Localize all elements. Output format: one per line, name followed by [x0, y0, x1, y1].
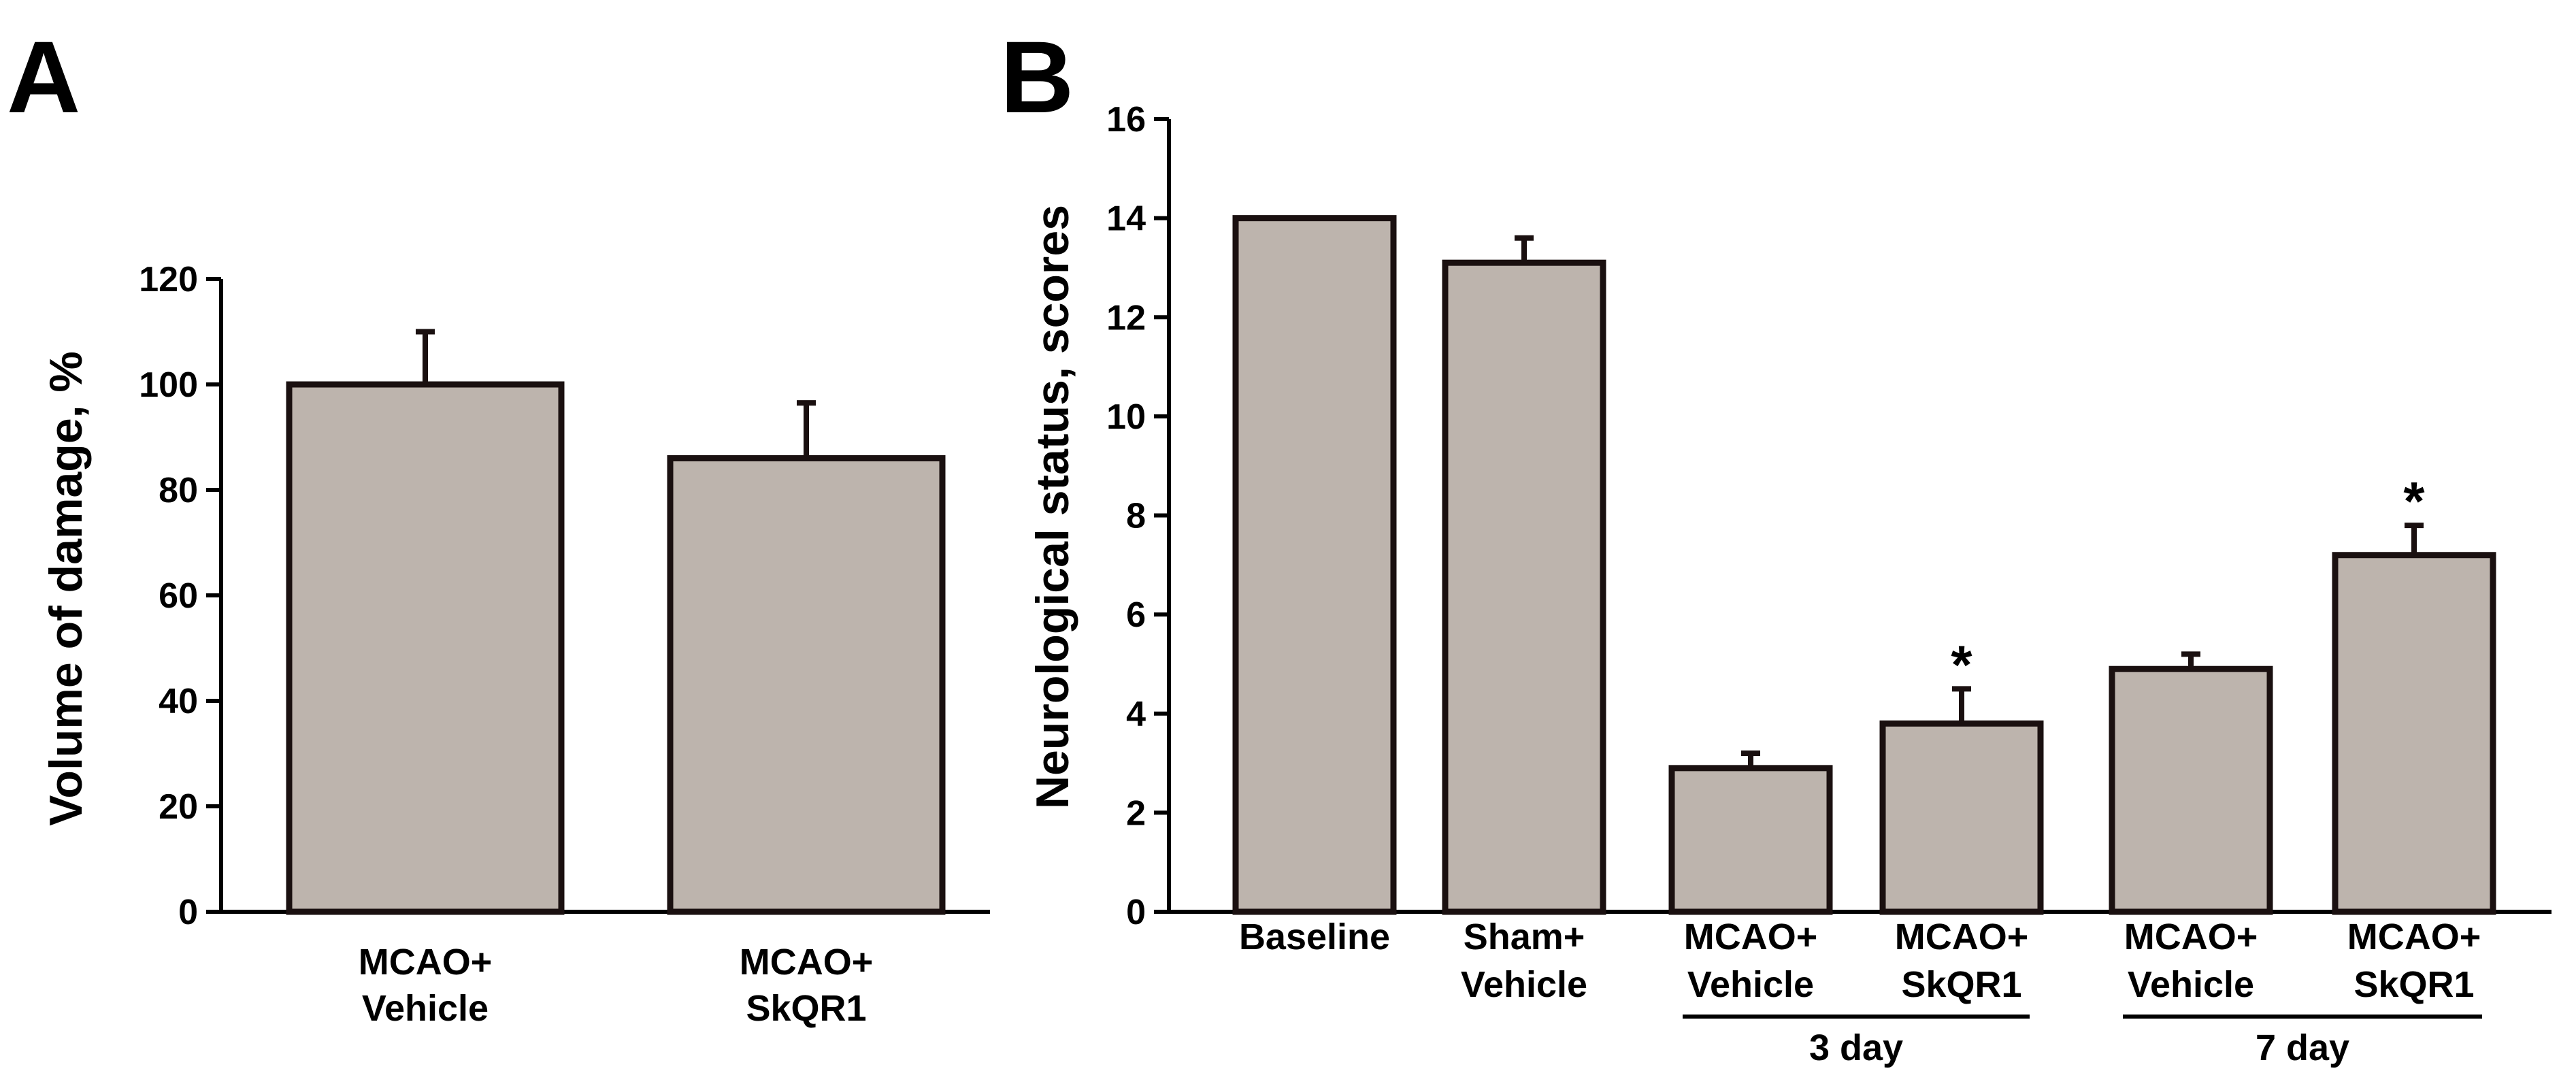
panel-b-bar-2 — [1442, 259, 1606, 915]
panel-b-significance-marker-4: * — [1951, 634, 1972, 695]
panel-b-y-tick-label: 16 — [1106, 100, 1146, 139]
panel-a-category-label-2-line-1: MCAO+ — [740, 942, 874, 983]
panel-a-y-ticks: 0 20 40 60 80 100 120 — [139, 260, 221, 932]
panel-b-category-labels: Baseline Sham+ Vehicle MCAO+ Vehicle MCAO+ SkQ… — [1239, 917, 2481, 1005]
panel-b-y-tick-label: 2 — [1126, 793, 1146, 833]
panel-b-y-ticks: 0 2 4 6 8 10 12 14 16 — [1106, 100, 1169, 932]
panel-b-y-tick-label: 10 — [1106, 397, 1146, 437]
panel-b-group-label-2: 7 day — [2256, 1027, 2349, 1068]
panel-a-y-tick-label: 100 — [139, 365, 198, 405]
panel-a-bar-1 — [286, 381, 565, 915]
panel-a-y-tick-label: 60 — [159, 576, 198, 616]
panel-a-y-axis-title: Volume of damage, % — [40, 351, 92, 826]
panel-a-y-tick-label: 80 — [159, 471, 198, 510]
panel-b-y-tick-label: 12 — [1106, 298, 1146, 337]
panel-b-category-label-4-line-1: MCAO+ — [1895, 917, 2029, 957]
panel-b-bar-6 — [2332, 552, 2496, 915]
panel-b-y-tick-label: 14 — [1106, 199, 1146, 239]
panel-b-bar-1 — [1232, 215, 1397, 915]
panel-a-category-labels: MCAO+ Vehicle MCAO+ SkQR1 — [359, 942, 874, 1029]
panel-a-y-tick-label: 20 — [159, 787, 198, 827]
panel-b-category-label-2-line-2: Vehicle — [1461, 964, 1587, 1005]
panel-b: B Neurological status, scores 0 2 4 6 8 10 12 1… — [1000, 20, 2552, 1068]
panel-b-category-label-6-line-1: MCAO+ — [2347, 917, 2481, 957]
panel-b-y-tick-label: 6 — [1126, 595, 1146, 635]
panel-b-category-label-1-line-1: Baseline — [1239, 917, 1390, 957]
panel-a-bar-2 — [667, 455, 946, 915]
panel-b-y-tick-label: 4 — [1126, 695, 1146, 734]
panel-b-category-label-5-line-1: MCAO+ — [2124, 917, 2258, 957]
panel-a-bars — [286, 329, 946, 915]
panel-a: A Volume of damage, % 0 20 40 60 80 100 120 MC… — [7, 20, 990, 1029]
panel-a-category-label-1-line-2: Vehicle — [362, 988, 489, 1029]
panel-b-y-axis-title: Neurological status, scores — [1027, 205, 1078, 809]
panel-b-bar-3 — [1668, 765, 1833, 915]
panel-a-y-tick-label: 120 — [139, 260, 198, 299]
panel-b-significance-marker-6: * — [2403, 471, 2425, 531]
panel-b-bar-4 — [1879, 720, 2044, 915]
panel-b-bar-5 — [2109, 665, 2273, 915]
panel-b-letter: B — [1000, 20, 1074, 134]
panel-b-group-labels: 3 day 7 day — [1683, 1015, 2482, 1068]
panel-b-y-tick-label: 0 — [1126, 893, 1146, 932]
panel-a-category-label-2-line-2: SkQR1 — [746, 988, 866, 1029]
panel-b-category-label-5-line-2: Vehicle — [2128, 964, 2254, 1005]
panel-a-letter: A — [7, 20, 80, 134]
panel-b-category-label-4-line-2: SkQR1 — [1901, 964, 2021, 1005]
panel-b-category-label-3-line-1: MCAO+ — [1684, 917, 1818, 957]
panel-b-category-label-2-line-1: Sham+ — [1464, 917, 1585, 957]
panel-a-y-tick-label: 0 — [178, 893, 198, 932]
panel-b-bars: ** — [1232, 215, 2496, 915]
panel-a-category-label-1-line-1: MCAO+ — [359, 942, 493, 983]
panel-b-category-label-6-line-2: SkQR1 — [2354, 964, 2474, 1005]
panel-b-y-tick-label: 8 — [1126, 497, 1146, 536]
panel-b-group-label-1: 3 day — [1809, 1027, 1903, 1068]
panel-b-category-label-3-line-2: Vehicle — [1687, 964, 1814, 1005]
panel-a-y-tick-label: 40 — [159, 682, 198, 721]
